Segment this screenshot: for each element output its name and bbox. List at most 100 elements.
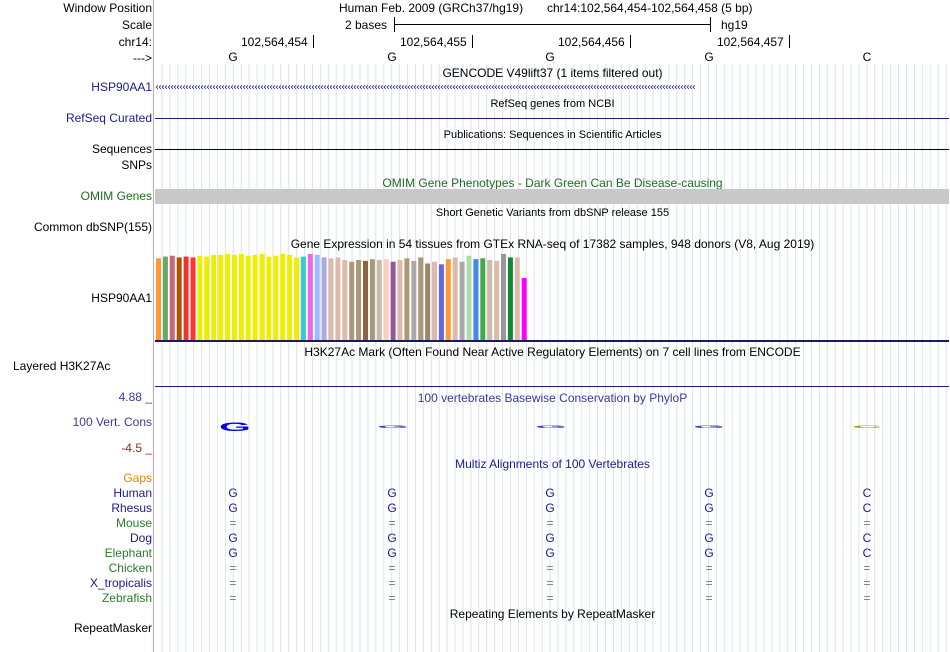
gtex-tissue-bar	[438, 264, 444, 340]
alignment-base: G	[704, 501, 714, 515]
gtex-tissue-bar	[494, 260, 500, 340]
scale-label: Scale	[121, 18, 152, 32]
gtex-tissue-bar	[507, 257, 513, 340]
assembly-name: Human Feb. 2009 (GRCh37/hg19)	[339, 1, 524, 15]
phylop-base-glyph: G	[377, 425, 409, 429]
track-label-publications[interactable]: Sequences	[91, 142, 152, 156]
track-label-gtex[interactable]: HSP90AA1	[91, 291, 152, 305]
track-label-snps[interactable]: SNPs	[121, 158, 152, 172]
track-label-dbsnp[interactable]: Common dbSNP(155)	[33, 220, 152, 234]
ruler-base: G	[704, 50, 714, 64]
alignment-base: =	[863, 561, 871, 575]
alignment-base: =	[546, 591, 554, 605]
alignment-base: C	[862, 486, 872, 500]
alignment-base: =	[229, 516, 237, 530]
publications-line[interactable]	[155, 149, 949, 150]
track-title-repeatmasker: Repeating Elements by RepeatMasker	[449, 607, 656, 621]
alignment-base: G	[545, 531, 555, 545]
track-title-phylop: 100 vertebrates Basewise Conservation by…	[417, 391, 688, 405]
h3k27ac-baseline	[155, 386, 949, 387]
gtex-baseline	[155, 340, 949, 342]
track-label-gencode[interactable]: HSP90AA1	[91, 80, 152, 94]
gtex-tissue-bar	[321, 257, 327, 340]
phylop-max-label: 4.88 _	[118, 390, 152, 404]
scale-bar	[394, 24, 710, 25]
window-position-value: chr14:102,564,454-102,564,458 (5 bp)	[547, 1, 753, 15]
track-title-omim: OMIM Gene Phenotypes - Dark Green Can Be…	[382, 176, 723, 190]
species-label[interactable]: Rhesus	[111, 501, 152, 515]
track-label-omim[interactable]: OMIM Genes	[80, 189, 152, 203]
alignment-base: C	[862, 501, 872, 515]
phylop-base-glyph: G	[535, 425, 567, 429]
alignment-base: =	[705, 516, 713, 530]
alignment-base: =	[388, 576, 396, 590]
alignment-base: G	[704, 486, 714, 500]
track-title-refseq: RefSeq genes from NCBI	[490, 98, 615, 110]
gtex-tissue-bar	[162, 256, 168, 340]
gtex-tissue-bar	[266, 256, 272, 340]
refseq-gene-line[interactable]	[155, 118, 949, 119]
alignment-base: =	[229, 576, 237, 590]
track-title-gtex: Gene Expression in 54 tissues from GTEx …	[290, 237, 815, 251]
gtex-tissue-bar	[328, 258, 334, 340]
gtex-tissue-bar	[376, 260, 382, 340]
phylop-base-glyph: C	[852, 425, 882, 429]
gtex-tissue-bar	[197, 255, 203, 340]
species-label[interactable]: Mouse	[115, 516, 152, 530]
species-label[interactable]: Zebrafish	[101, 591, 152, 605]
phylop-min-label: -4.5 _	[121, 441, 152, 455]
omim-phenotype-bar[interactable]	[155, 189, 949, 204]
track-label-phylop[interactable]: 100 Vert. Cons	[72, 415, 152, 429]
gtex-tissue-bar	[335, 257, 341, 340]
gtex-tissue-bar	[501, 254, 506, 340]
gtex-tissue-bar	[480, 258, 486, 340]
track-label-gaps[interactable]: Gaps	[123, 471, 152, 485]
gtex-tissue-bar	[397, 260, 403, 340]
gtex-tissue-bar	[369, 259, 375, 340]
gtex-tissue-bar	[445, 259, 451, 340]
alignment-base: =	[546, 516, 554, 530]
strand-label: --->	[133, 51, 152, 65]
gtex-tissue-bar	[514, 257, 520, 340]
species-label[interactable]: Dog	[129, 531, 152, 545]
alignment-base: G	[387, 501, 397, 515]
gtex-tissue-bar	[190, 257, 196, 340]
phylop-base-glyph: G	[693, 425, 725, 429]
label-divider	[153, 0, 154, 652]
coordinate-tick	[313, 35, 314, 48]
gtex-tissue-bar	[287, 254, 293, 340]
gtex-tissue-bar	[169, 255, 175, 340]
track-label-repeatmasker[interactable]: RepeatMasker	[73, 621, 152, 635]
gtex-tissue-bar	[466, 255, 472, 340]
track-label-refseq[interactable]: RefSeq Curated	[65, 111, 152, 125]
gencode-gene-model[interactable]: ‹‹‹‹‹‹‹‹‹‹‹‹‹‹‹‹‹‹‹‹‹‹‹‹‹‹‹‹‹‹‹‹‹‹‹‹‹‹‹‹…	[155, 82, 696, 93]
gtex-expression-chart[interactable]	[155, 251, 555, 341]
gtex-tissue-bar	[259, 254, 265, 340]
alignment-base: G	[545, 546, 555, 560]
gtex-tissue-bar	[176, 257, 182, 340]
gtex-tissue-bar	[418, 257, 424, 340]
species-label[interactable]: Chicken	[108, 561, 152, 575]
species-label[interactable]: X_tropicalis	[89, 576, 152, 590]
species-label[interactable]: Human	[113, 486, 152, 500]
alignment-base: =	[546, 561, 554, 575]
gtex-tissue-bar	[211, 254, 217, 340]
gtex-tissue-bar	[252, 254, 258, 340]
track-label-h3k27ac[interactable]: Layered H3K27Ac	[13, 359, 111, 373]
alignment-base: C	[862, 531, 872, 545]
alignment-base: =	[229, 561, 237, 575]
gtex-tissue-bar	[156, 258, 161, 340]
ruler-base: G	[545, 50, 555, 64]
gtex-tissue-bar	[273, 255, 279, 340]
ruler-base: G	[228, 50, 238, 64]
alignment-base: =	[705, 561, 713, 575]
gtex-tissue-bar	[231, 254, 237, 340]
species-label[interactable]: Elephant	[104, 546, 152, 560]
track-title-publications: Publications: Sequences in Scientific Ar…	[443, 129, 662, 141]
gtex-tissue-bar	[452, 257, 458, 340]
scale-bar-left-cap	[394, 17, 395, 32]
gtex-tissue-bar	[280, 254, 286, 340]
gtex-tissue-bar	[314, 254, 320, 340]
